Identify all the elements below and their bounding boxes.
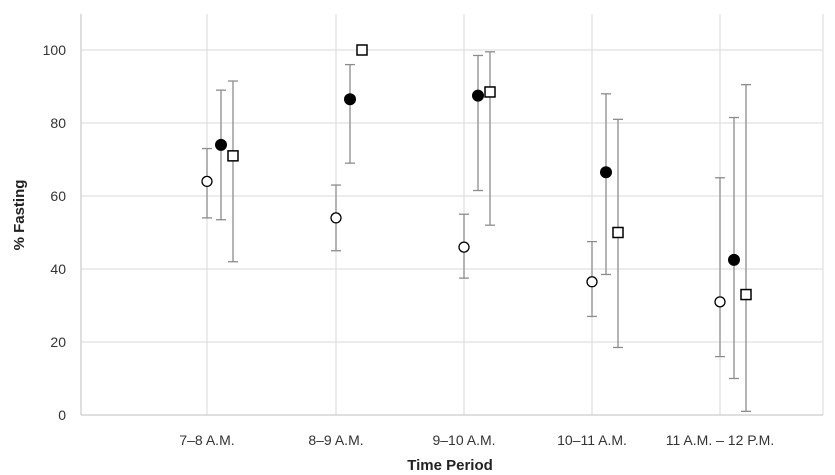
x-tick-label: 10–11 A.M. [557,432,627,448]
data-point-open-circle [201,175,213,188]
error-bar [715,177,725,358]
x-tick-label: 11 A.M. – 12 P.M. [666,432,774,448]
error-bar [345,63,355,164]
error-bar [729,116,739,380]
x-tick-label: 8–9 A.M. [308,432,363,448]
data-point-open-square [227,150,239,162]
y-tick-label: 40 [50,261,66,277]
data-point-filled-circle [472,89,484,102]
data-point-open-circle [330,212,342,224]
data-point-open-circle [458,241,470,253]
error-bar [228,80,238,263]
y-tick-label: 100 [43,42,67,58]
series-filled-circle [215,54,740,380]
data-point-filled-circle [215,138,227,151]
data-point-open-square [740,288,752,301]
y-tick-label: 60 [50,188,66,204]
data-point-filled-circle [600,166,612,179]
series-open-circle [201,147,726,358]
y-tick-label: 80 [50,115,66,131]
x-axis-title: Time Period [407,457,493,474]
error-bar [473,54,483,192]
series [201,44,752,413]
data-point-filled-circle [728,253,740,266]
data-point-open-square [356,44,368,56]
axes [80,14,823,416]
error-bar [741,84,751,413]
x-tick-label: 9–10 A.M. [432,432,495,448]
series-open-square [227,44,752,413]
tick-labels: 0 20 40 60 80 100 7–8 A.M. 8–9 A.M. 9–10 A.M. 10–… [43,42,775,448]
error-bar [216,89,226,221]
x-tick-label: 7–8 A.M. [179,432,234,448]
data-point-open-circle [714,296,726,308]
data-point-filled-circle [344,93,356,106]
data-point-open-square [484,86,496,98]
y-tick-label: 20 [50,334,66,350]
data-point-open-circle [586,276,598,288]
error-bar [485,51,495,226]
error-bar [601,93,611,276]
y-tick-label: 0 [58,407,66,423]
y-axis-title: % Fasting [11,180,28,251]
data-point-open-square [612,226,624,239]
grid [81,14,824,415]
